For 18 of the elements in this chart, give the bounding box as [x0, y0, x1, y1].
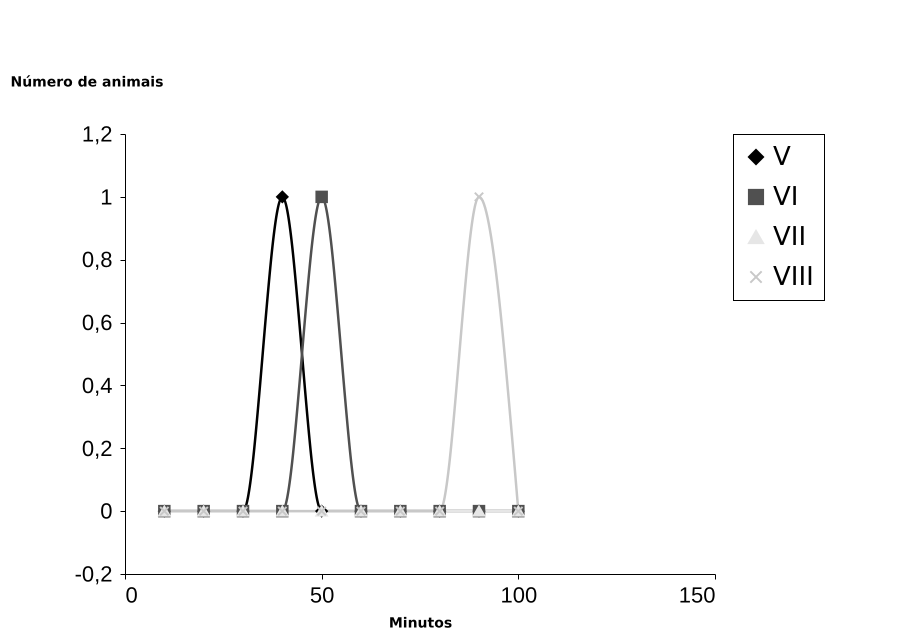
y-tick-label: 1,2	[82, 122, 112, 146]
x-tick-label: 150	[678, 582, 716, 608]
x-tick-label: 0	[126, 582, 138, 608]
y-tick-label: 1	[100, 184, 112, 210]
y-tick-label: 0,6	[82, 310, 112, 336]
legend-label: VII	[773, 222, 806, 252]
y-tick-label: 0,8	[82, 247, 112, 272]
legend-label: VI	[773, 182, 798, 212]
y-tick-label: 0	[100, 498, 112, 524]
y-tick-label: 0,2	[82, 436, 112, 461]
y-axis-title: Número de animais	[10, 74, 164, 90]
x-tick-label: 100	[500, 582, 538, 608]
y-tick-label: -0,2	[74, 562, 112, 586]
x-axis-title: Minutos	[388, 616, 452, 632]
legend-label: VIII	[773, 262, 814, 292]
y-tick-label: 0,4	[82, 372, 112, 398]
x-tick-label: 50	[310, 582, 334, 608]
legend-label: V	[773, 142, 791, 172]
